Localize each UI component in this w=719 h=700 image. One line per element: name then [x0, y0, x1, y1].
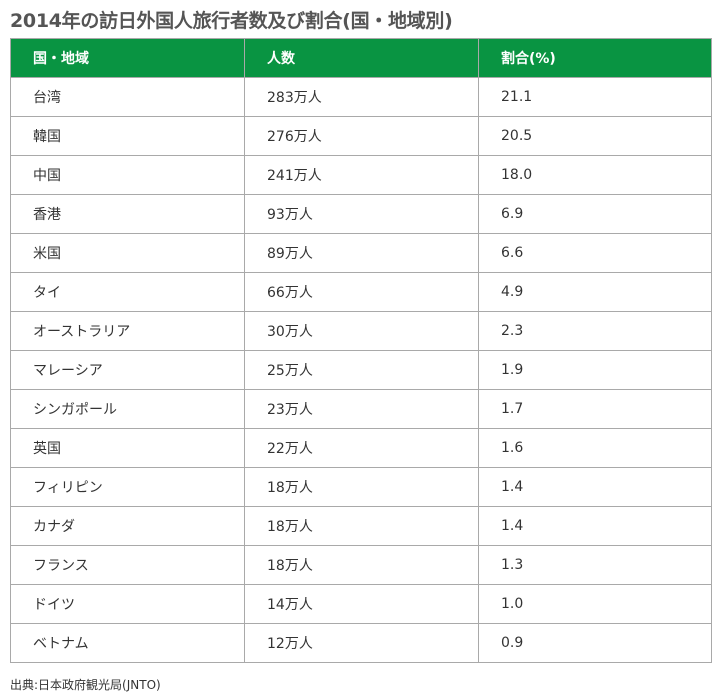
cell-visitor-count: 22万人: [244, 428, 479, 468]
cell-country-region: タイ: [10, 272, 245, 312]
table-row: オーストラリア 30万人 2.3: [10, 311, 712, 351]
table-row: 韓国 276万人 20.5: [10, 116, 712, 156]
cell-share-percent: 0.9: [478, 623, 712, 663]
cell-share-percent: 1.9: [478, 350, 712, 390]
cell-country-region: カナダ: [10, 506, 245, 546]
cell-share-percent: 18.0: [478, 155, 712, 195]
cell-country-region: フィリピン: [10, 467, 245, 507]
cell-country-region: フランス: [10, 545, 245, 585]
table-row: シンガポール 23万人 1.7: [10, 389, 712, 429]
table-row: マレーシア 25万人 1.9: [10, 350, 712, 390]
cell-visitor-count: 23万人: [244, 389, 479, 429]
cell-country-region: シンガポール: [10, 389, 245, 429]
header-visitor-count: 人数: [244, 38, 479, 78]
cell-share-percent: 1.4: [478, 506, 712, 546]
cell-visitor-count: 30万人: [244, 311, 479, 351]
cell-country-region: オーストラリア: [10, 311, 245, 351]
cell-country-region: 英国: [10, 428, 245, 468]
cell-visitor-count: 241万人: [244, 155, 479, 195]
cell-visitor-count: 14万人: [244, 584, 479, 624]
table-row: 台湾 283万人 21.1: [10, 77, 712, 117]
cell-visitor-count: 283万人: [244, 77, 479, 117]
cell-visitor-count: 66万人: [244, 272, 479, 312]
cell-share-percent: 1.4: [478, 467, 712, 507]
cell-share-percent: 1.3: [478, 545, 712, 585]
cell-visitor-count: 18万人: [244, 506, 479, 546]
cell-visitor-count: 12万人: [244, 623, 479, 663]
header-share-percent: 割合(%): [478, 38, 712, 78]
cell-share-percent: 21.1: [478, 77, 712, 117]
visitor-table: 国・地域 人数 割合(%) 台湾 283万人 21.1 韓国 276万人 20.5 中国 24…: [10, 38, 712, 663]
cell-country-region: 香港: [10, 194, 245, 234]
cell-share-percent: 1.0: [478, 584, 712, 624]
table-header-row: 国・地域 人数 割合(%): [10, 38, 712, 78]
table-row: 香港 93万人 6.9: [10, 194, 712, 234]
table-row: 中国 241万人 18.0: [10, 155, 712, 195]
cell-country-region: 韓国: [10, 116, 245, 156]
table-row: フランス 18万人 1.3: [10, 545, 712, 585]
cell-visitor-count: 93万人: [244, 194, 479, 234]
cell-share-percent: 2.3: [478, 311, 712, 351]
cell-share-percent: 1.6: [478, 428, 712, 468]
cell-visitor-count: 276万人: [244, 116, 479, 156]
cell-country-region: マレーシア: [10, 350, 245, 390]
cell-share-percent: 6.9: [478, 194, 712, 234]
table-row: タイ 66万人 4.9: [10, 272, 712, 312]
cell-visitor-count: 18万人: [244, 545, 479, 585]
cell-visitor-count: 89万人: [244, 233, 479, 273]
table-row: 米国 89万人 6.6: [10, 233, 712, 273]
header-country-region: 国・地域: [10, 38, 245, 78]
cell-visitor-count: 18万人: [244, 467, 479, 507]
page-title: 2014年の訪日外国人旅行者数及び割合(国・地域別): [10, 10, 453, 32]
table-row: ベトナム 12万人 0.9: [10, 623, 712, 663]
cell-share-percent: 1.7: [478, 389, 712, 429]
table-row: 英国 22万人 1.6: [10, 428, 712, 468]
source-note: 出典:日本政府観光局(JNTO): [10, 678, 161, 692]
cell-share-percent: 4.9: [478, 272, 712, 312]
cell-country-region: 米国: [10, 233, 245, 273]
cell-country-region: 中国: [10, 155, 245, 195]
cell-country-region: ドイツ: [10, 584, 245, 624]
table-row: フィリピン 18万人 1.4: [10, 467, 712, 507]
cell-share-percent: 6.6: [478, 233, 712, 273]
cell-share-percent: 20.5: [478, 116, 712, 156]
table-row: ドイツ 14万人 1.0: [10, 584, 712, 624]
table-row: カナダ 18万人 1.4: [10, 506, 712, 546]
cell-visitor-count: 25万人: [244, 350, 479, 390]
table-body: 台湾 283万人 21.1 韓国 276万人 20.5 中国 241万人 18.0 香港 93万人 6…: [10, 77, 712, 663]
cell-country-region: ベトナム: [10, 623, 245, 663]
cell-country-region: 台湾: [10, 77, 245, 117]
